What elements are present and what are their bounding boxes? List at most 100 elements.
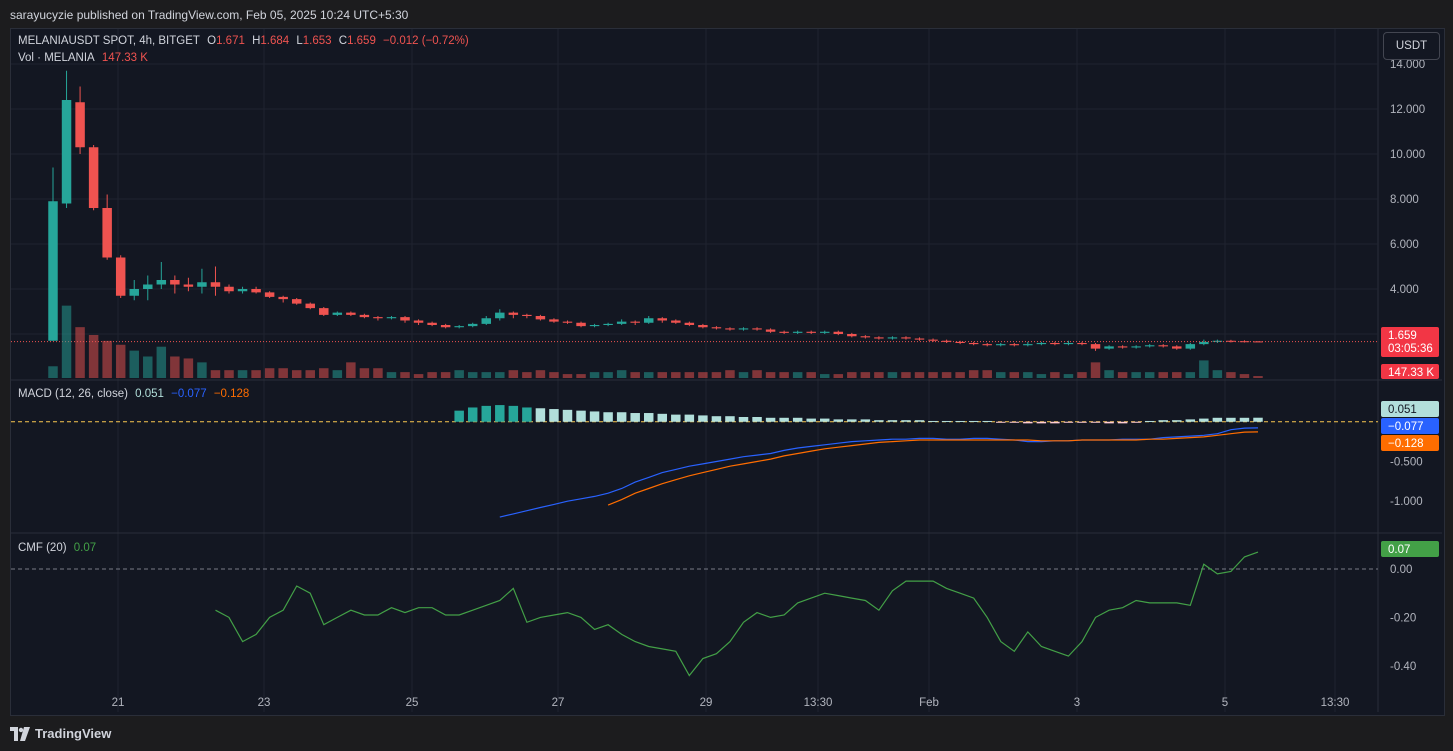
volume-bar [264, 368, 275, 378]
candle-body [210, 282, 221, 287]
candle-body [603, 323, 613, 325]
macd-histogram-bar [630, 413, 640, 422]
volume-bar [671, 372, 681, 378]
candle-body [820, 331, 830, 333]
price-tick-label: 10.000 [1390, 149, 1425, 161]
footer: TradingView [0, 716, 1453, 751]
volume-bar [1131, 372, 1141, 378]
volume-bar [1063, 374, 1074, 378]
candle-body [467, 323, 478, 327]
macd-histogram-bar [738, 417, 749, 422]
macd-histogram-bar [996, 421, 1006, 423]
volume-bar [413, 374, 424, 378]
candle-body [61, 100, 72, 204]
macd-histogram-bar [616, 412, 627, 422]
volume-bar [1104, 370, 1114, 378]
macd-histogram-bar [779, 417, 789, 422]
macd-tick-label: -1.000 [1390, 496, 1423, 508]
candle-body [264, 292, 275, 297]
price-tick-label: 4.000 [1390, 284, 1419, 296]
macd-histogram-bar [1239, 417, 1250, 422]
volume-bar [955, 372, 965, 378]
macd-histogram-bar [684, 414, 695, 422]
cmf-pane [11, 551, 1378, 677]
macd-label: MACD (12, 26, close) [18, 388, 128, 400]
cmf-tick-label: -0.40 [1390, 661, 1416, 673]
candle-body [549, 319, 559, 322]
volume-bar [332, 370, 343, 378]
macd-histogram-bar [1131, 421, 1141, 423]
macd-histogram-bar [495, 405, 505, 422]
candle-body [616, 321, 627, 324]
candle-body [346, 312, 356, 315]
volume-bar [1023, 372, 1033, 378]
macd-histogram-bar [860, 419, 871, 422]
candle-body [413, 320, 424, 323]
high-value: 1.684 [260, 35, 290, 47]
macd-histogram-bar [847, 419, 857, 422]
volume-bar [75, 327, 85, 378]
macd-histogram-bar [508, 405, 519, 422]
volume-bar [1050, 372, 1060, 378]
macd-histogram-bar [643, 413, 654, 422]
macd-line [499, 427, 1259, 518]
volume-bar [725, 370, 735, 378]
open-label: O [207, 35, 217, 47]
macd-histogram-bar [522, 407, 532, 422]
symbol-name: MELANIAUSDT SPOT, 4h, BITGET [18, 35, 200, 47]
candle-body [481, 318, 491, 324]
cmf-tag-bg [1381, 541, 1439, 557]
candle-body [657, 318, 668, 321]
cmf-legend: CMF (20) 0.07 [18, 542, 100, 554]
volume-bar [847, 372, 857, 378]
volume-bar [1009, 372, 1020, 378]
volume-bar [982, 370, 992, 378]
macd-histogram-bar [792, 417, 803, 422]
tradingview-logo[interactable]: TradingView [10, 726, 111, 741]
cmf-tick-label: 0.00 [1390, 564, 1412, 576]
candle-body [251, 289, 261, 293]
macd-histogram-bar [1009, 421, 1020, 423]
volume-bar [251, 370, 261, 378]
macd-histogram-bar [765, 417, 776, 422]
macd-histogram-bar [657, 413, 668, 422]
volume-bar [1185, 372, 1196, 378]
macd-histogram-bar [1185, 419, 1196, 422]
volume-label: Vol · MELANIA [18, 52, 95, 64]
macd-histogram-bar [576, 410, 586, 422]
volume-bar [291, 370, 302, 378]
volume-bar [115, 344, 126, 378]
macd-histogram-bar [589, 411, 600, 422]
symbol-legend: MELANIAUSDT SPOT, 4h, BITGET O1.671 H1.6… [18, 35, 473, 47]
candle-body [454, 326, 464, 328]
candle-body [319, 308, 329, 315]
axis-labels: 14.00012.00010.0008.0006.0004.0002.00021… [112, 59, 1426, 709]
macd-line-tag: −0.077 [1388, 421, 1424, 433]
volume-bar [522, 372, 532, 378]
macd-histogram-bar [1226, 417, 1236, 422]
macd-histogram-bar [549, 409, 559, 422]
candle-body [373, 317, 383, 319]
macd-line-value: −0.077 [171, 388, 207, 400]
time-tick-label: 29 [700, 697, 713, 709]
volume-bar [630, 372, 640, 378]
currency-button[interactable]: USDT [1383, 32, 1440, 60]
volume-value: 147.33 K [101, 52, 148, 64]
volume-bar [589, 372, 600, 378]
volume-bar [806, 372, 816, 378]
candle-body [860, 336, 871, 338]
macd-histogram-bar [711, 416, 722, 422]
volume-bar [48, 366, 58, 378]
candle-body [671, 320, 681, 323]
time-tick-label: 13:30 [804, 697, 833, 709]
macd-histogram-bar [914, 420, 925, 422]
volume-bar [1239, 374, 1250, 378]
time-tick-label: 21 [112, 697, 125, 709]
candle-body [833, 331, 844, 334]
candle-body [291, 299, 302, 304]
candle-body [332, 312, 343, 315]
candle-body [1063, 343, 1074, 345]
volume-bars [48, 305, 1263, 378]
candle-body [1023, 344, 1033, 346]
